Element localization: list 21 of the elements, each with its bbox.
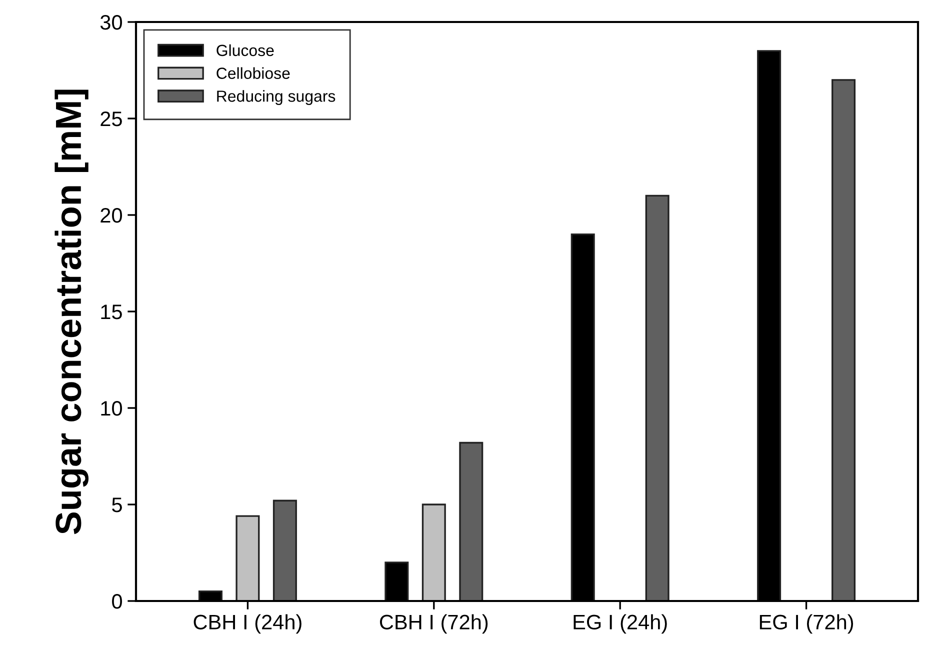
x-tick-label: CBH I (72h) — [380, 614, 488, 634]
bar — [236, 515, 260, 601]
legend-label: Cellobiose — [216, 67, 290, 79]
legend-label: Glucose — [216, 44, 274, 56]
y-tick-label: 20 — [100, 208, 122, 223]
bar — [422, 504, 446, 601]
y-axis-title: Sugar concentration [mM] — [54, 90, 89, 534]
bar — [272, 500, 297, 601]
y-tick-label: 0 — [112, 594, 122, 609]
y-tick-label: 5 — [112, 498, 122, 512]
y-tick-label: 30 — [100, 15, 122, 30]
x-tick-label: CBH I (24h) — [194, 614, 302, 634]
y-tick-label: 10 — [101, 401, 122, 416]
bar — [832, 79, 856, 601]
y-tick-label: 15 — [101, 304, 122, 320]
x-tick-label: EG I (24h) — [574, 614, 667, 634]
x-tick-label: EG I (72h) — [760, 614, 854, 634]
bar — [459, 442, 484, 601]
legend-label: Reducing sugars — [217, 90, 336, 105]
bar — [645, 194, 670, 601]
y-tick-label: 25 — [100, 112, 122, 126]
